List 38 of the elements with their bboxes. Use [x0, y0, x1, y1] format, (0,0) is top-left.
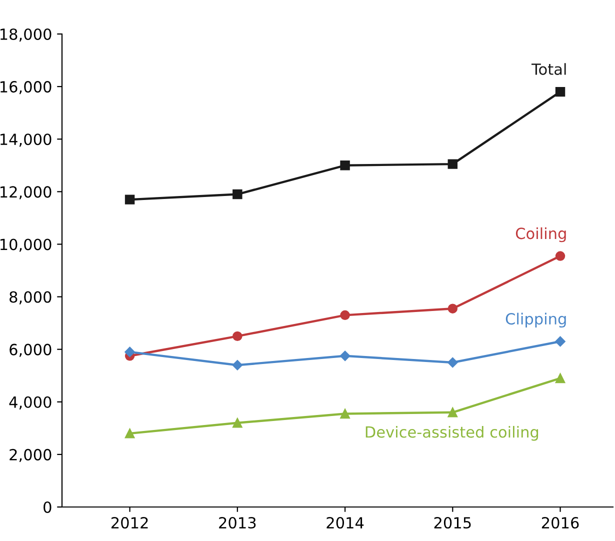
point — [448, 159, 458, 169]
y-tick-label: 18,000 — [0, 28, 52, 42]
point — [555, 251, 566, 261]
point — [124, 346, 135, 358]
point — [555, 373, 566, 384]
x-tick-label: 2013 — [219, 516, 256, 529]
y-tick-label: 12,000 — [0, 186, 52, 200]
point — [340, 350, 350, 362]
point — [555, 86, 566, 97]
series-label: Device-assisted coiling — [366, 426, 538, 441]
x-tick-label: 2014 — [326, 516, 364, 529]
point — [232, 331, 242, 342]
x-tick-label: 2015 — [434, 516, 471, 529]
y-tick-label: 2,000 — [10, 448, 52, 462]
point — [555, 336, 566, 347]
point — [340, 408, 350, 419]
series-label: Clipping — [506, 312, 566, 328]
point — [448, 357, 458, 368]
y-tick-label: 0 — [44, 501, 52, 514]
x-tick-label: 2012 — [111, 516, 148, 529]
point — [232, 189, 242, 200]
y-tick-label: 8,000 — [10, 291, 52, 304]
point — [124, 194, 135, 204]
point — [232, 360, 243, 370]
y-tick-label: 4,000 — [9, 396, 52, 410]
point — [340, 160, 350, 170]
point — [448, 304, 458, 314]
y-tick-label: 14,000 — [0, 134, 52, 147]
series-label: Coiling — [516, 227, 566, 242]
x-tick-label: 2016 — [542, 516, 579, 529]
y-tick-label: 6,000 — [10, 344, 52, 357]
y-tick-label: 10,000 — [0, 238, 52, 252]
point — [124, 428, 135, 438]
point — [448, 408, 458, 418]
y-tick-label: 16,000 — [0, 81, 52, 94]
point — [340, 310, 350, 320]
series-label: Total — [531, 63, 566, 75]
point — [232, 418, 242, 428]
